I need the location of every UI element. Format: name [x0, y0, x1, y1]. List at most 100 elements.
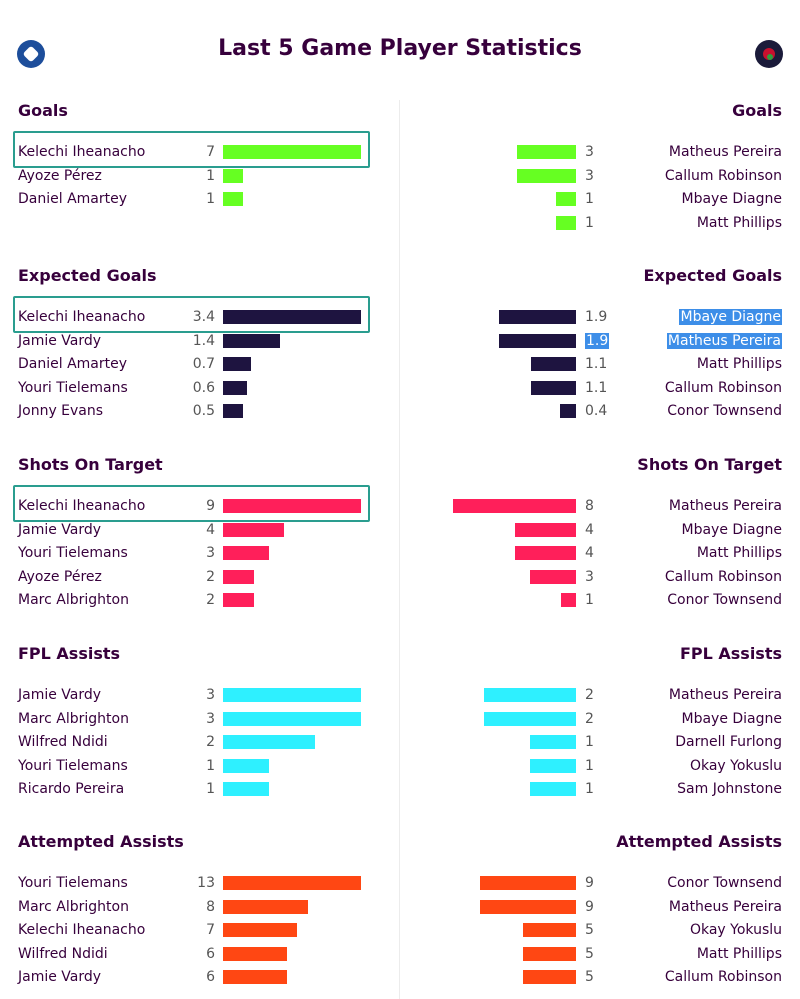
page-title: Last 5 Game Player Statistics: [218, 36, 582, 61]
left-player-row: Youri Tielemans 0.6: [0, 378, 800, 398]
player-name-text: Kelechi Iheanacho: [18, 922, 146, 939]
player-name: Kelechi Iheanacho: [18, 142, 145, 162]
right-player-row: Matheus Pereira 2: [0, 685, 800, 705]
right-stat-bar: [480, 899, 576, 914]
player-name: Youri Tielemans: [18, 873, 128, 893]
player-name: Sam Johnstone: [677, 779, 782, 799]
stat-value: 4: [585, 543, 594, 563]
stat-value-text: 1: [206, 757, 215, 774]
center-divider: [399, 100, 400, 999]
player-name-text: Jonny Evans: [18, 403, 104, 420]
stat-value-text: 3: [585, 144, 594, 160]
stat-value: 9: [206, 496, 215, 516]
right-section-title: Attempted Assists: [616, 832, 782, 851]
player-name: Youri Tielemans: [18, 543, 128, 563]
stat-value-text: 1: [585, 592, 594, 609]
stat-value: 3: [206, 685, 215, 705]
left-stat-bar: [223, 899, 308, 914]
right-player-row: Mbaye Diagne 1.9: [0, 307, 800, 327]
player-name: Mbaye Diagne: [681, 709, 782, 729]
stat-value: 1: [585, 756, 594, 776]
stat-value: 8: [585, 496, 594, 516]
stat-value-text: 2: [206, 568, 215, 585]
right-stat-bar: [556, 192, 576, 207]
player-name: Matt Phillips: [697, 944, 782, 964]
right-player-row: Matt Phillips 4: [0, 543, 800, 563]
stat-value: 1: [585, 189, 594, 209]
left-stat-bar: [223, 758, 269, 773]
stat-value: 1: [206, 189, 215, 209]
player-name: Mbaye Diagne: [679, 307, 782, 327]
player-name-text: Matt Phillips: [696, 214, 782, 231]
left-player-row: Youri Tielemans 1: [0, 756, 800, 776]
stat-value-text: 5: [585, 945, 594, 962]
stat-value-text: 0.6: [192, 379, 215, 396]
right-player-row: Matheus Pereira 8: [0, 496, 800, 516]
right-stat-bar: [530, 569, 576, 584]
stat-value-text: 3: [206, 710, 215, 727]
stat-value-text: 6: [206, 969, 215, 986]
left-section-title: FPL Assists: [18, 644, 121, 663]
right-stat-bar: [499, 333, 576, 348]
stat-value-text: 1.1: [585, 356, 608, 373]
right-section-title: Shots On Target: [637, 455, 782, 474]
stat-value-text: 1: [585, 781, 594, 798]
stat-value: 0.7: [193, 354, 215, 374]
stat-value-text: 1: [585, 757, 594, 774]
player-name-text: Kelechi Iheanacho: [18, 498, 146, 514]
left-player-row: Kelechi Iheanacho 3.4: [0, 307, 800, 327]
player-name-text: Ricardo Pereira: [18, 781, 125, 798]
stat-value: 1: [206, 779, 215, 799]
player-name: Kelechi Iheanacho: [18, 920, 145, 940]
stat-value: 1: [585, 590, 594, 610]
player-name: Okay Yokuslu: [690, 756, 782, 776]
left-player-row: Wilfred Ndidi 6: [0, 944, 800, 964]
stat-value-text: 8: [585, 498, 594, 514]
left-stat-bar: [223, 970, 287, 985]
player-name: Daniel Amartey: [18, 354, 127, 374]
west-brom-crest-icon: [755, 40, 783, 68]
player-name-text: Matheus Pereira: [666, 332, 782, 349]
right-player-row: Okay Yokuslu 1: [0, 756, 800, 776]
stat-value: 1.1: [585, 378, 607, 398]
right-player-row: Callum Robinson 5: [0, 967, 800, 987]
left-stat-bar: [223, 145, 361, 159]
stat-value: 13: [197, 873, 215, 893]
right-stat-bar: [499, 310, 576, 324]
stat-value-text: 2: [206, 734, 215, 751]
stat-value-text: 1: [585, 191, 594, 208]
stat-value: 1: [585, 213, 594, 233]
highlight-box: [13, 485, 370, 522]
stat-value: 3: [206, 709, 215, 729]
left-stat-bar: [223, 569, 254, 584]
player-name-text: Mbaye Diagne: [679, 309, 782, 325]
left-player-row: Jamie Vardy 4: [0, 520, 800, 540]
player-name-text: Sam Johnstone: [677, 781, 782, 798]
player-name-text: Youri Tielemans: [18, 757, 128, 774]
left-player-row: Ayoze Pérez 1: [0, 166, 800, 186]
player-name-text: Okay Yokuslu: [689, 922, 782, 939]
player-name: Conor Townsend: [667, 590, 782, 610]
stat-value: 9: [585, 897, 594, 917]
right-player-row: Matt Phillips 1.1: [0, 354, 800, 374]
stat-value-text: 4: [585, 521, 594, 538]
stat-value: 5: [585, 967, 594, 987]
left-player-row: Ricardo Pereira 1: [0, 779, 800, 799]
right-stat-bar: [561, 593, 576, 608]
left-stat-bar: [223, 546, 269, 561]
stat-value-text: 1.1: [585, 379, 608, 396]
player-name: Callum Robinson: [665, 967, 782, 987]
right-player-row: Darnell Furlong 1: [0, 732, 800, 752]
stat-value-text: 3: [206, 545, 215, 562]
stat-value-text: 1.9: [585, 309, 608, 325]
stat-value: 0.6: [193, 378, 215, 398]
player-name-text: Youri Tielemans: [18, 875, 128, 891]
player-name-text: Jamie Vardy: [18, 521, 102, 538]
left-stat-bar: [223, 711, 361, 726]
left-player-row: Marc Albrighton 2: [0, 590, 800, 610]
right-stat-bar: [484, 711, 576, 726]
stat-value: 7: [206, 142, 215, 162]
left-stat-bar: [223, 357, 251, 372]
stat-value: 1: [206, 756, 215, 776]
right-stat-bar: [517, 168, 576, 183]
